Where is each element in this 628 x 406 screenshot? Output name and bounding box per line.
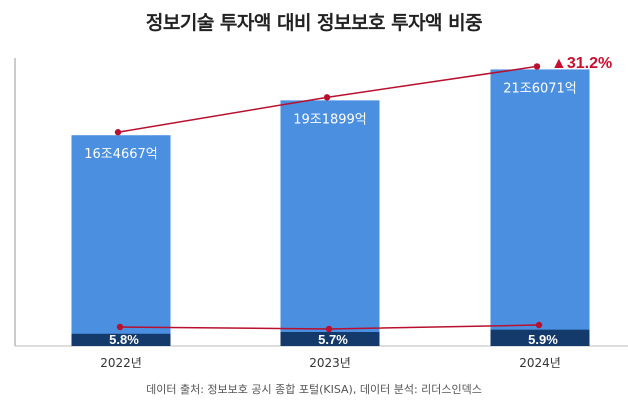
data-label-share: 5.7% [318,332,348,347]
share-trend-point [325,325,333,333]
share-trend-point [116,323,124,331]
bar-total [490,69,590,346]
total-trend-point [114,129,122,136]
x-tick-label: 2023년 [309,356,351,370]
data-label-total: 21조6071억 [503,81,577,96]
source-note: 데이터 출처: 정보보호 공시 종합 포털(KISA), 데이터 분석: 리더스… [146,383,482,396]
bar-share [71,333,171,346]
data-label-share: 5.8% [109,332,139,347]
bar-total [71,135,171,346]
data-label-share: 5.9% [528,332,558,347]
total-trend-point [323,94,331,101]
share-trend-point [535,321,543,329]
bar-share [280,331,380,346]
growth-annotation: ▲31.2% [551,55,612,72]
data-label-total: 16조4667억 [84,147,158,162]
x-tick-label: 2024년 [519,356,561,370]
data-label-total: 19조1899억 [293,112,367,127]
x-tick-label: 2022년 [100,356,142,370]
bar-share [490,329,590,346]
total-trend-point [533,63,541,70]
bar-total [280,100,380,346]
chart-title: 정보기술 투자액 대비 정보보호 투자액 비중 [145,12,483,34]
